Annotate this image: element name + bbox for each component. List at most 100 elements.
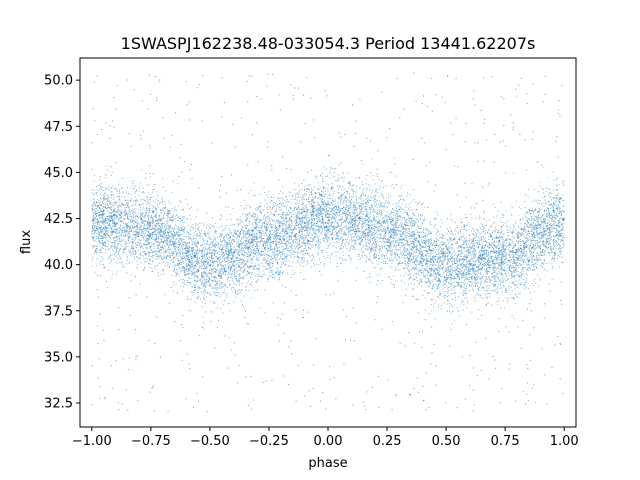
data-point — [315, 224, 317, 226]
data-point — [510, 265, 512, 267]
data-point — [297, 215, 299, 217]
data-point — [410, 282, 412, 284]
data-point — [134, 221, 136, 223]
data-point — [480, 223, 482, 225]
data-point — [266, 194, 268, 196]
data-point — [406, 257, 408, 258]
data-point — [181, 219, 183, 221]
data-point — [549, 239, 551, 241]
data-point — [267, 280, 269, 282]
data-point — [253, 238, 255, 240]
data-point — [463, 271, 465, 273]
data-point — [287, 242, 289, 244]
data-point — [261, 251, 263, 253]
data-point — [511, 315, 513, 317]
data-point — [153, 211, 155, 213]
data-point — [325, 202, 327, 203]
data-point — [233, 282, 235, 284]
data-point — [489, 281, 491, 283]
data-point — [276, 241, 278, 243]
data-point — [516, 200, 518, 202]
data-point — [389, 265, 391, 267]
data-point — [170, 219, 172, 221]
data-point — [277, 238, 279, 240]
data-point — [392, 203, 394, 205]
data-point — [368, 246, 370, 248]
data-point — [393, 244, 395, 246]
data-point — [228, 228, 230, 230]
data-point — [264, 221, 266, 223]
data-point — [336, 205, 338, 207]
data-point — [317, 231, 319, 233]
data-point — [474, 254, 476, 256]
data-point — [167, 211, 169, 213]
data-point — [500, 307, 502, 309]
data-point — [122, 221, 124, 223]
data-point — [302, 243, 304, 245]
data-point — [120, 212, 122, 214]
data-point — [415, 260, 417, 262]
data-point — [426, 228, 428, 230]
data-point — [471, 311, 473, 313]
data-point — [129, 200, 131, 202]
data-point — [458, 259, 460, 261]
data-point — [331, 238, 333, 240]
data-point — [200, 252, 202, 254]
data-point — [173, 252, 175, 254]
data-point — [149, 233, 151, 235]
data-point — [549, 254, 551, 256]
data-point — [328, 228, 330, 230]
data-point — [449, 265, 451, 267]
data-point — [268, 206, 270, 208]
data-point — [377, 175, 379, 177]
data-point — [351, 185, 353, 187]
data-point — [125, 245, 127, 247]
data-point — [531, 264, 533, 266]
data-point — [292, 232, 294, 234]
data-point — [217, 291, 219, 293]
data-point — [134, 230, 136, 232]
data-point — [154, 268, 156, 270]
data-point — [112, 221, 114, 223]
data-point — [167, 263, 169, 265]
data-point — [506, 229, 508, 231]
data-point — [264, 249, 266, 251]
data-point — [513, 283, 515, 285]
data-point — [395, 241, 397, 243]
data-point — [482, 250, 484, 252]
data-point — [451, 306, 453, 308]
data-point — [305, 199, 307, 201]
data-point — [459, 245, 461, 247]
data-point — [537, 221, 539, 223]
data-point — [319, 219, 321, 221]
data-point — [366, 228, 368, 230]
data-point — [493, 258, 495, 260]
data-point — [559, 211, 561, 213]
data-point — [262, 243, 264, 245]
data-point — [366, 229, 368, 231]
data-point — [439, 274, 441, 276]
data-point — [334, 228, 336, 230]
data-point — [358, 223, 360, 225]
data-point — [443, 265, 445, 267]
data-point — [277, 270, 279, 272]
data-point — [527, 220, 529, 222]
data-point — [237, 250, 239, 252]
data-point — [324, 216, 326, 218]
data-point — [495, 259, 497, 261]
data-point — [118, 204, 120, 206]
data-point — [380, 202, 382, 204]
data-point — [129, 261, 131, 263]
data-point — [357, 212, 359, 214]
data-point — [365, 242, 367, 244]
data-point — [124, 199, 126, 201]
data-point — [347, 214, 349, 216]
data-point — [393, 234, 395, 236]
data-point — [531, 237, 533, 239]
data-point — [158, 218, 160, 220]
data-point — [132, 254, 134, 256]
data-point — [503, 286, 505, 288]
data-point — [502, 276, 504, 278]
data-point — [117, 206, 119, 208]
data-point — [467, 255, 469, 257]
